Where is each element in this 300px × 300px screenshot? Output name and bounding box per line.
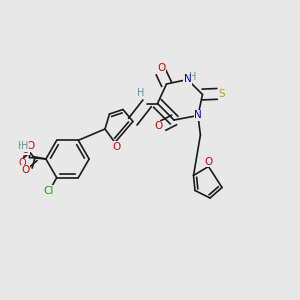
Text: N: N <box>184 74 191 85</box>
Text: O: O <box>155 121 163 131</box>
Text: H: H <box>137 88 144 98</box>
Text: H: H <box>21 141 28 152</box>
Text: O: O <box>157 63 165 73</box>
Text: H: H <box>18 141 25 151</box>
Text: O: O <box>204 157 213 167</box>
Text: N: N <box>194 110 202 121</box>
Text: O: O <box>22 145 30 155</box>
Text: Cl: Cl <box>44 186 54 196</box>
Text: S: S <box>218 89 225 99</box>
Text: O: O <box>112 142 121 152</box>
Text: O: O <box>26 141 35 152</box>
Text: O: O <box>18 158 26 168</box>
Text: H: H <box>189 71 197 82</box>
Text: O: O <box>21 165 29 175</box>
